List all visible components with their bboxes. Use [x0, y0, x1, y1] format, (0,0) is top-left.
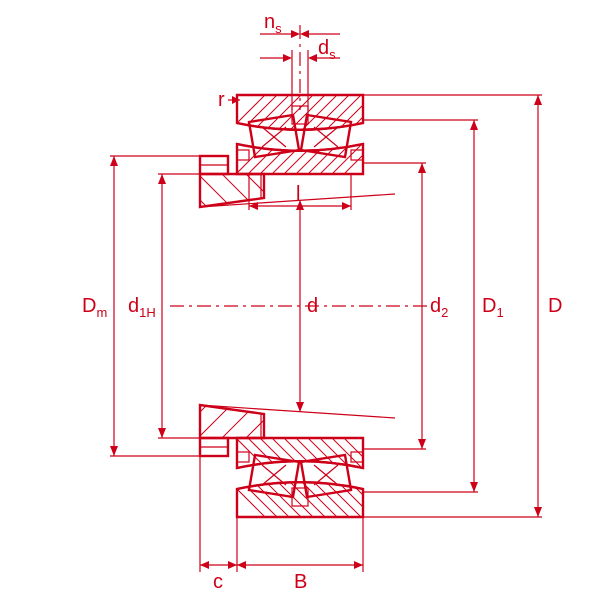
label-Dm: Dm: [82, 295, 107, 320]
label-ds: ds: [318, 37, 336, 62]
upper-section: r l: [180, 60, 432, 240]
label-D: D: [548, 295, 562, 317]
bearing-section-drawing: r l: [0, 0, 600, 600]
lower-section: [180, 372, 432, 552]
label-ns: ns: [264, 11, 282, 36]
label-d2: d2: [430, 295, 448, 320]
label-r: r: [218, 89, 225, 111]
label-c: c: [213, 571, 223, 593]
label-d: d: [307, 295, 318, 317]
label-D1: D1: [482, 295, 504, 320]
label-d1H: d1H: [128, 295, 156, 320]
label-B: B: [294, 571, 307, 593]
